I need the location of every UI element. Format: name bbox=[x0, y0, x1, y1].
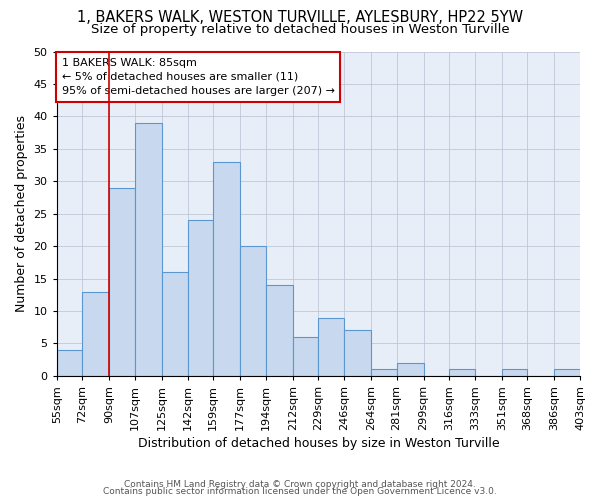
Bar bbox=[57, 350, 82, 376]
Text: Contains public sector information licensed under the Open Government Licence v3: Contains public sector information licen… bbox=[103, 487, 497, 496]
Text: Size of property relative to detached houses in Weston Turville: Size of property relative to detached ho… bbox=[91, 22, 509, 36]
Bar bbox=[162, 272, 188, 376]
Bar bbox=[213, 162, 240, 376]
Bar bbox=[109, 188, 135, 376]
X-axis label: Distribution of detached houses by size in Weston Turville: Distribution of detached houses by size … bbox=[137, 437, 499, 450]
Bar bbox=[449, 370, 475, 376]
Bar bbox=[240, 246, 266, 376]
Bar bbox=[188, 220, 213, 376]
Text: 1 BAKERS WALK: 85sqm
← 5% of detached houses are smaller (11)
95% of semi-detach: 1 BAKERS WALK: 85sqm ← 5% of detached ho… bbox=[62, 58, 335, 96]
Bar bbox=[319, 318, 344, 376]
Text: Contains HM Land Registry data © Crown copyright and database right 2024.: Contains HM Land Registry data © Crown c… bbox=[124, 480, 476, 489]
Y-axis label: Number of detached properties: Number of detached properties bbox=[15, 115, 28, 312]
Bar bbox=[266, 285, 293, 376]
Bar bbox=[135, 123, 162, 376]
Bar bbox=[82, 292, 109, 376]
Bar bbox=[344, 330, 371, 376]
Bar bbox=[397, 363, 424, 376]
Bar bbox=[371, 370, 397, 376]
Bar bbox=[293, 337, 319, 376]
Text: 1, BAKERS WALK, WESTON TURVILLE, AYLESBURY, HP22 5YW: 1, BAKERS WALK, WESTON TURVILLE, AYLESBU… bbox=[77, 10, 523, 25]
Bar bbox=[554, 370, 580, 376]
Bar bbox=[502, 370, 527, 376]
